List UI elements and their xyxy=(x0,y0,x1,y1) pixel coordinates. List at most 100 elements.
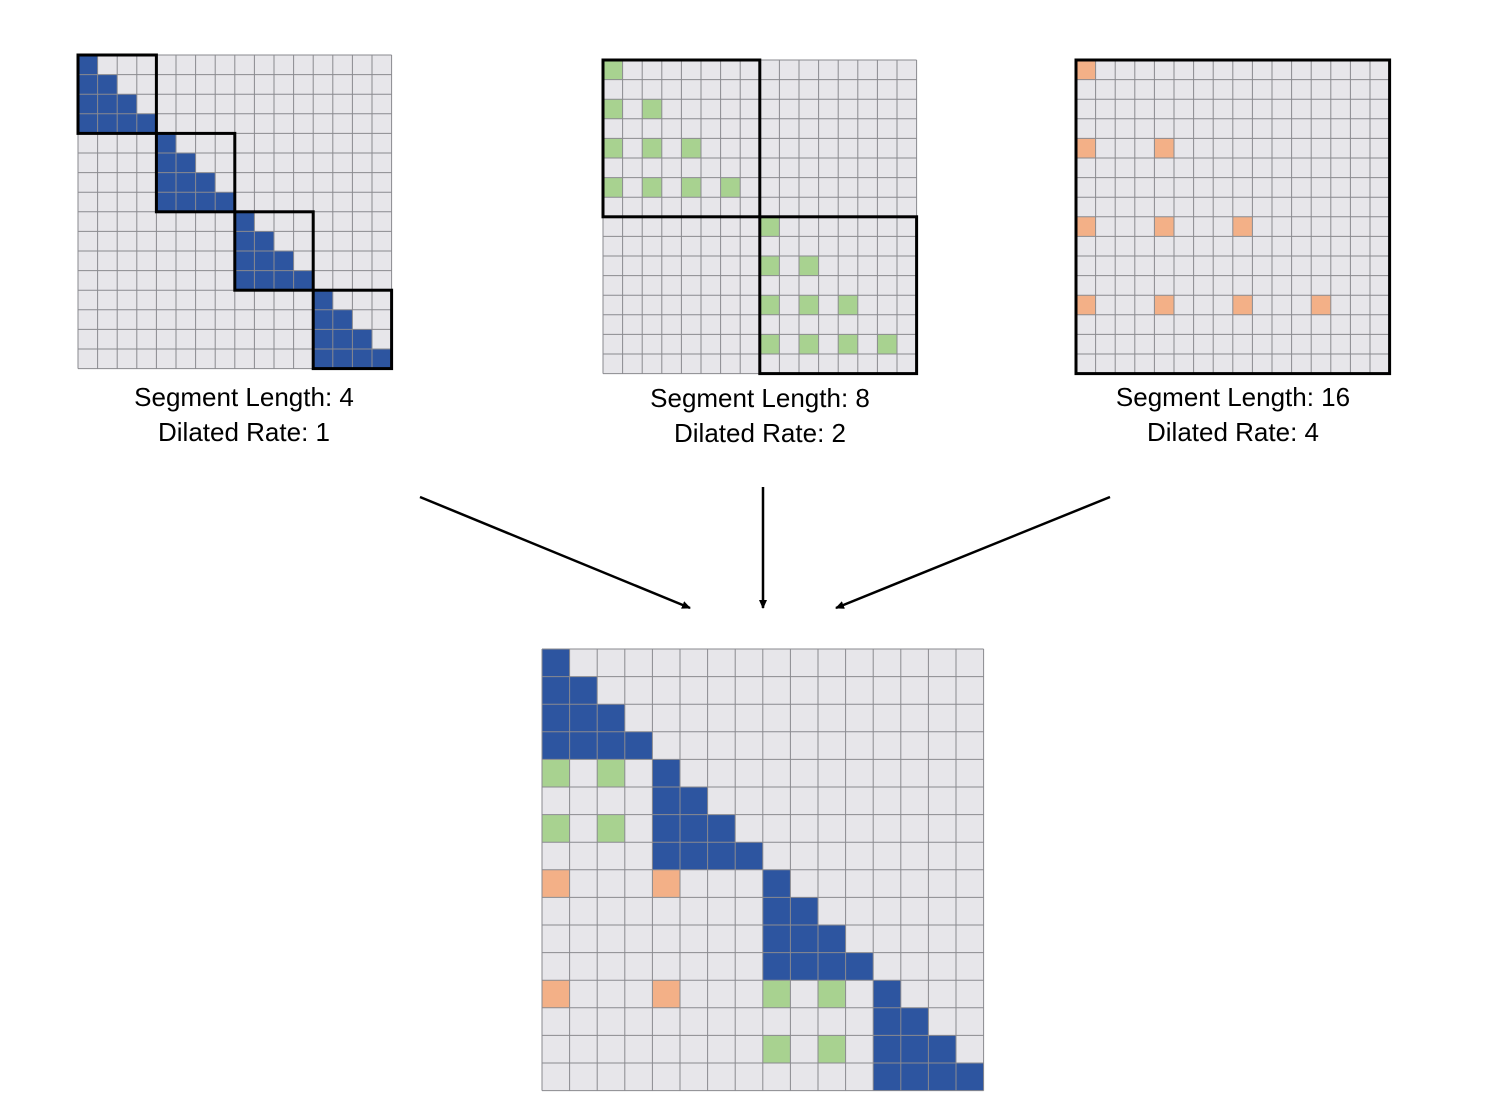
attention-cell-15-12 xyxy=(873,1063,901,1091)
attention-cell-13-12 xyxy=(313,309,333,330)
attention-cell-12-12 xyxy=(838,295,858,315)
attention-cell-8-8 xyxy=(759,216,780,237)
attention-cell-4-0 xyxy=(542,759,570,787)
caption-segment-8: Segment Length: 8 Dilated Rate: 2 xyxy=(590,381,930,451)
attention-cell-5-4 xyxy=(156,153,176,173)
attention-cell-12-8 xyxy=(762,980,791,1008)
attention-cell-14-14 xyxy=(352,329,372,349)
attention-cell-8-8 xyxy=(234,211,255,232)
arrow-right xyxy=(835,495,1111,610)
attention-cell-6-4 xyxy=(681,177,701,198)
attention-cell-14-13 xyxy=(332,329,353,349)
segment-box xyxy=(154,131,237,214)
attention-cell-4-4 xyxy=(1154,138,1174,158)
attention-cell-11-9 xyxy=(254,270,274,291)
attention-cell-5-5 xyxy=(680,787,708,815)
attention-matrix-segment-16 xyxy=(1074,58,1392,376)
attention-cell-10-10 xyxy=(799,256,819,276)
caption-segment-4: Segment Length: 4 Dilated Rate: 1 xyxy=(74,380,414,450)
attention-cell-4-0 xyxy=(1076,138,1096,158)
attention-cell-3-0 xyxy=(542,731,570,760)
attention-cell-9-8 xyxy=(762,897,791,925)
attention-matrix-segment-8 xyxy=(601,58,919,376)
attention-cell-0-0 xyxy=(542,649,570,677)
attention-cell-3-3 xyxy=(624,731,653,760)
attention-cell-6-0 xyxy=(603,177,623,198)
attention-cell-10-8 xyxy=(759,256,780,276)
attention-cell-14-10 xyxy=(818,1035,846,1063)
segment-length-label: Segment Length: 8 xyxy=(650,383,870,413)
attention-cell-6-2 xyxy=(642,177,662,198)
attention-cell-10-8 xyxy=(762,925,791,953)
attention-cell-6-6 xyxy=(720,177,741,198)
attention-cell-2-2 xyxy=(597,704,625,732)
attention-cell-11-9 xyxy=(790,952,818,981)
attention-cell-9-9 xyxy=(254,231,274,251)
attention-cell-2-0 xyxy=(603,99,623,119)
attention-cell-2-1 xyxy=(97,94,118,114)
attention-cell-13-12 xyxy=(873,1007,901,1036)
attention-cell-1-1 xyxy=(569,676,598,705)
attention-cell-2-2 xyxy=(117,94,137,114)
attention-cell-0-0 xyxy=(78,55,98,75)
attention-cell-15-14 xyxy=(928,1063,956,1091)
attention-cell-12-0 xyxy=(1076,295,1096,315)
attention-cell-12-4 xyxy=(652,980,680,1008)
attention-cell-9-8 xyxy=(234,231,255,251)
attention-cell-10-9 xyxy=(790,925,818,953)
attention-cell-11-8 xyxy=(762,952,791,981)
attention-cell-11-10 xyxy=(274,270,294,291)
dilated-rate-label: Dilated Rate: 1 xyxy=(158,417,330,447)
caption-segment-16: Segment Length: 16 Dilated Rate: 4 xyxy=(1063,380,1403,450)
attention-cell-0-0 xyxy=(603,60,623,80)
attention-cell-3-3 xyxy=(136,113,157,134)
attention-cell-4-2 xyxy=(642,138,662,158)
arrow-left xyxy=(419,495,691,610)
attention-cell-7-7 xyxy=(215,192,235,212)
attention-cell-12-4 xyxy=(1154,295,1174,315)
attention-cell-15-13 xyxy=(332,349,353,369)
attention-cell-14-14 xyxy=(877,334,897,354)
attention-cell-8-4 xyxy=(652,869,680,898)
attention-cell-3-1 xyxy=(97,113,118,134)
dilated-rate-label: Dilated Rate: 2 xyxy=(674,418,846,448)
segment-length-label: Segment Length: 4 xyxy=(134,382,354,412)
attention-cell-8-8 xyxy=(762,869,791,898)
attention-cell-4-2 xyxy=(597,759,625,787)
attention-cell-10-10 xyxy=(818,925,846,953)
attention-cell-14-8 xyxy=(759,334,780,354)
attention-cell-7-7 xyxy=(735,842,763,870)
attention-cell-4-0 xyxy=(603,138,623,158)
attention-cell-8-0 xyxy=(1076,216,1096,237)
attention-cell-13-13 xyxy=(900,1007,929,1036)
attention-cell-15-15 xyxy=(372,349,392,369)
attention-cell-6-0 xyxy=(542,814,570,843)
attention-cell-9-9 xyxy=(790,897,818,925)
attention-cell-7-4 xyxy=(156,192,176,212)
segment-box xyxy=(758,215,919,376)
attention-cell-4-4 xyxy=(681,138,701,158)
attention-cell-2-0 xyxy=(542,704,570,732)
attention-cell-7-4 xyxy=(652,842,680,870)
attention-cell-6-4 xyxy=(156,172,176,193)
attention-cell-14-8 xyxy=(762,1035,791,1063)
attention-cell-5-5 xyxy=(176,153,196,173)
attention-cell-12-8 xyxy=(759,295,780,315)
attention-cell-10-9 xyxy=(254,251,274,271)
attention-cell-10-10 xyxy=(274,251,294,271)
attention-cell-12-0 xyxy=(542,980,570,1008)
attention-cell-12-10 xyxy=(818,980,846,1008)
attention-cell-13-13 xyxy=(332,309,353,330)
attention-cell-7-5 xyxy=(176,192,196,212)
attention-cell-1-0 xyxy=(542,676,570,705)
attention-cell-11-10 xyxy=(818,952,846,981)
attention-cell-15-15 xyxy=(956,1063,984,1091)
segment-box xyxy=(233,210,315,292)
attention-cell-3-1 xyxy=(569,731,598,760)
attention-cell-12-12 xyxy=(313,290,333,310)
attention-cell-6-5 xyxy=(680,814,708,843)
attention-cell-6-6 xyxy=(707,814,736,843)
attention-cell-8-8 xyxy=(1232,216,1253,237)
attention-cell-14-12 xyxy=(873,1035,901,1063)
